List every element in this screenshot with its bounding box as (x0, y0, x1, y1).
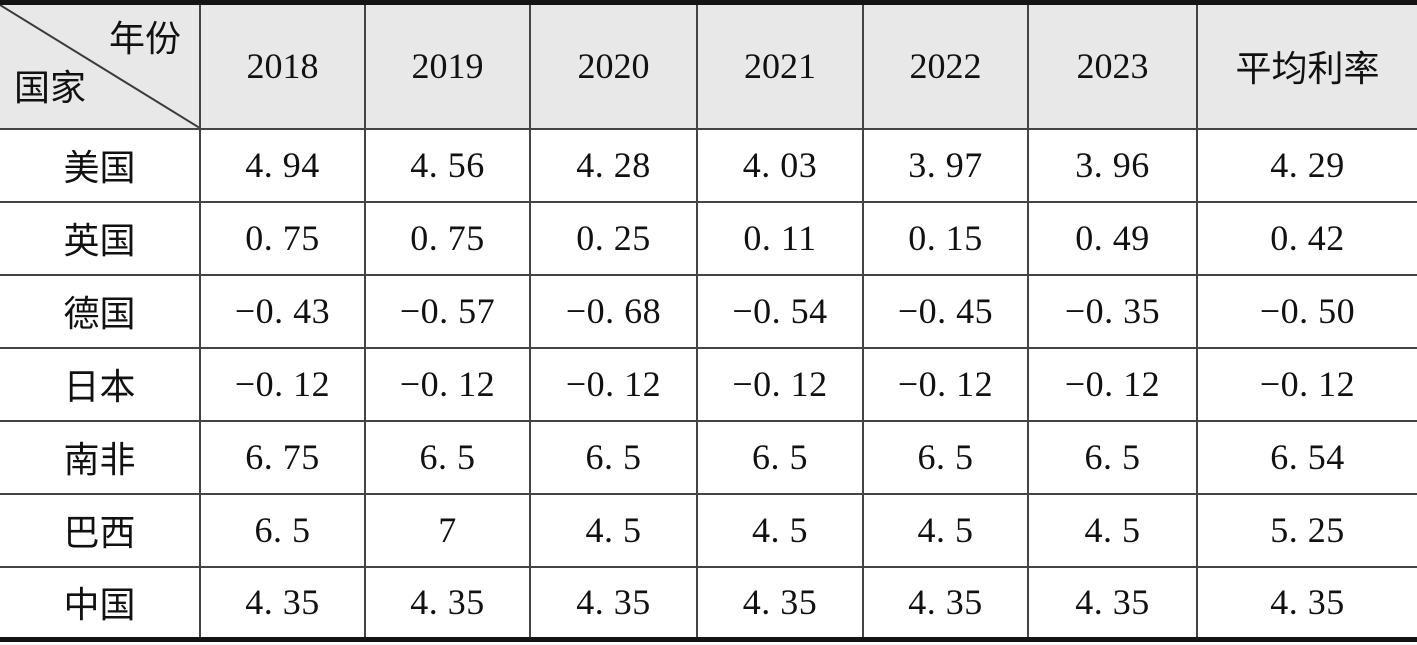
value-cell: 4. 35 (529, 565, 698, 640)
column-header-2018: 2018 (199, 2, 366, 130)
value-cell: −0. 50 (1196, 273, 1417, 349)
table-row: 巴西 6. 5 7 4. 5 4. 5 4. 5 4. 5 5. 25 (0, 492, 1417, 568)
value-cell: −0. 12 (862, 346, 1029, 422)
value-cell: 4. 35 (199, 565, 366, 640)
value-cell: 4. 5 (1027, 492, 1198, 568)
table-row: 南非 6. 75 6. 5 6. 5 6. 5 6. 5 6. 5 6. 54 (0, 419, 1417, 495)
value-cell: 4. 5 (862, 492, 1029, 568)
value-cell: 6. 5 (364, 419, 531, 495)
column-header-average: 平均利率 (1196, 2, 1417, 130)
value-cell: 4. 35 (1027, 565, 1198, 640)
value-cell: −0. 68 (529, 273, 698, 349)
value-cell: −0. 45 (862, 273, 1029, 349)
value-cell: 4. 5 (529, 492, 698, 568)
value-cell: 0. 42 (1196, 200, 1417, 276)
row-header-country: 南非 (0, 419, 201, 495)
value-cell: 6. 5 (1027, 419, 1198, 495)
value-cell: 4. 29 (1196, 127, 1417, 203)
value-cell: 4. 03 (696, 127, 864, 203)
value-cell: 6. 5 (199, 492, 366, 568)
value-cell: −0. 43 (199, 273, 366, 349)
table-body: 美国 4. 94 4. 56 4. 28 4. 03 3. 97 3. 96 4. 29 英国 0… (0, 127, 1417, 640)
value-cell: 3. 97 (862, 127, 1029, 203)
table-row: 德国 −0. 43 −0. 57 −0. 68 −0. 54 −0. 45 −0. 35 −0… (0, 273, 1417, 349)
column-header-2021: 2021 (696, 2, 864, 130)
value-cell: −0. 12 (1027, 346, 1198, 422)
value-cell: 4. 35 (862, 565, 1029, 640)
column-header-2022: 2022 (862, 2, 1029, 130)
table-row: 中国 4. 35 4. 35 4. 35 4. 35 4. 35 4. 35 4. 35 (0, 565, 1417, 640)
row-header-country: 英国 (0, 200, 201, 276)
value-cell: 0. 49 (1027, 200, 1198, 276)
value-cell: −0. 35 (1027, 273, 1198, 349)
row-header-country: 美国 (0, 127, 201, 203)
value-cell: 4. 28 (529, 127, 698, 203)
row-header-country: 巴西 (0, 492, 201, 568)
value-cell: −0. 12 (364, 346, 531, 422)
value-cell: 6. 54 (1196, 419, 1417, 495)
row-header-country: 中国 (0, 565, 201, 640)
value-cell: 4. 35 (364, 565, 531, 640)
table-row: 美国 4. 94 4. 56 4. 28 4. 03 3. 97 3. 96 4. 29 (0, 127, 1417, 203)
value-cell: 0. 25 (529, 200, 698, 276)
value-cell: 4. 5 (696, 492, 864, 568)
value-cell: −0. 54 (696, 273, 864, 349)
diagonal-divider-line (0, 5, 198, 127)
value-cell: 0. 11 (696, 200, 864, 276)
table-row: 英国 0. 75 0. 75 0. 25 0. 11 0. 15 0. 49 0. 42 (0, 200, 1417, 276)
value-cell: 4. 35 (1196, 565, 1417, 640)
value-cell: 6. 75 (199, 419, 366, 495)
diagonal-header-cell: 年份 国家 (0, 2, 201, 130)
row-header-country: 日本 (0, 346, 201, 422)
value-cell: 4. 35 (696, 565, 864, 640)
value-cell: −0. 57 (364, 273, 531, 349)
value-cell: 4. 94 (199, 127, 366, 203)
value-cell: 0. 75 (199, 200, 366, 276)
column-header-2023: 2023 (1027, 2, 1198, 130)
value-cell: 4. 56 (364, 127, 531, 203)
value-cell: −0. 12 (1196, 346, 1417, 422)
table-row: 日本 −0. 12 −0. 12 −0. 12 −0. 12 −0. 12 −0. 12 −0… (0, 346, 1417, 422)
value-cell: 6. 5 (862, 419, 1029, 495)
corner-label-country: 国家 (14, 67, 87, 108)
value-cell: −0. 12 (529, 346, 698, 422)
row-header-country: 德国 (0, 273, 201, 349)
header-row: 年份 国家 2018 2019 2020 2021 2022 2023 平均利率 (0, 2, 1417, 130)
value-cell: 6. 5 (696, 419, 864, 495)
corner-label-year: 年份 (108, 19, 181, 59)
value-cell: 3. 96 (1027, 127, 1198, 203)
value-cell: 5. 25 (1196, 492, 1417, 568)
value-cell: −0. 12 (696, 346, 864, 422)
value-cell: 7 (364, 492, 531, 568)
column-header-2020: 2020 (529, 2, 698, 130)
value-cell: −0. 12 (199, 346, 366, 422)
value-cell: 6. 5 (529, 419, 698, 495)
value-cell: 0. 75 (364, 200, 531, 276)
column-header-2019: 2019 (364, 2, 531, 130)
value-cell: 0. 15 (862, 200, 1029, 276)
